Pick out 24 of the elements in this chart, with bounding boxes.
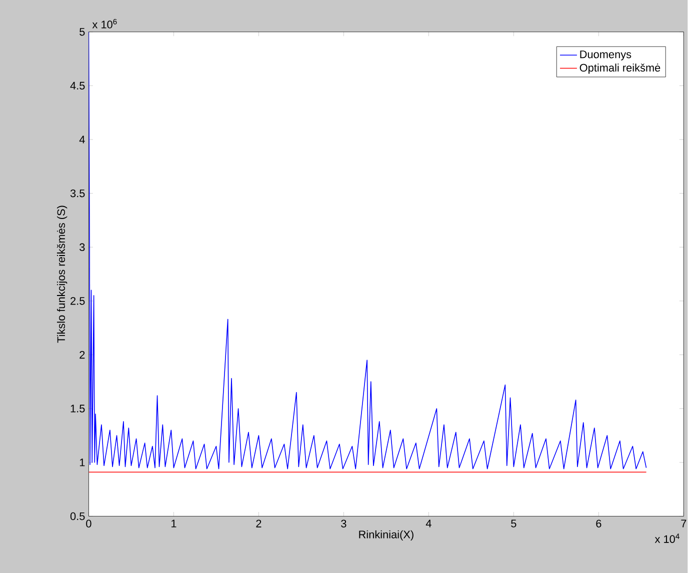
legend-label: Optimali reikšmė bbox=[580, 64, 660, 74]
y-tick-label: 5 bbox=[80, 28, 85, 36]
y-tick-label: 1.5 bbox=[70, 404, 85, 412]
x-tick-label: 1 bbox=[171, 520, 176, 528]
y-tick-label: 4.5 bbox=[70, 82, 85, 90]
x-tick-label: 6 bbox=[596, 520, 602, 528]
legend-label: Duomenys bbox=[580, 50, 632, 60]
x-tick-label: 7 bbox=[681, 520, 686, 528]
x-tick-label: 4 bbox=[426, 520, 432, 528]
text: x 10$^{4}$ bbox=[654, 534, 680, 543]
x-tick-label: 0 bbox=[86, 520, 92, 528]
text: x 10$^{6}$ bbox=[92, 18, 117, 28]
y-axis-title: Tikslo funkcijos reikšmės (S) bbox=[56, 206, 68, 343]
y-tick-label: 3 bbox=[80, 243, 85, 251]
y-tick-label: 4 bbox=[79, 136, 85, 144]
x-tick-label: 3 bbox=[341, 520, 346, 528]
y-tick-label: 2 bbox=[80, 350, 85, 359]
y-tick-label: 3.5 bbox=[70, 189, 85, 198]
y-tick-label: 0.5 bbox=[70, 512, 85, 520]
x-tick-label: 5 bbox=[511, 520, 516, 528]
x-axis-title: Rinkiniai(X) bbox=[359, 530, 414, 540]
y-tick-label: 2.5 bbox=[70, 297, 85, 305]
y-tick-label: 1 bbox=[80, 458, 85, 466]
x-tick-label: 2 bbox=[256, 520, 262, 528]
